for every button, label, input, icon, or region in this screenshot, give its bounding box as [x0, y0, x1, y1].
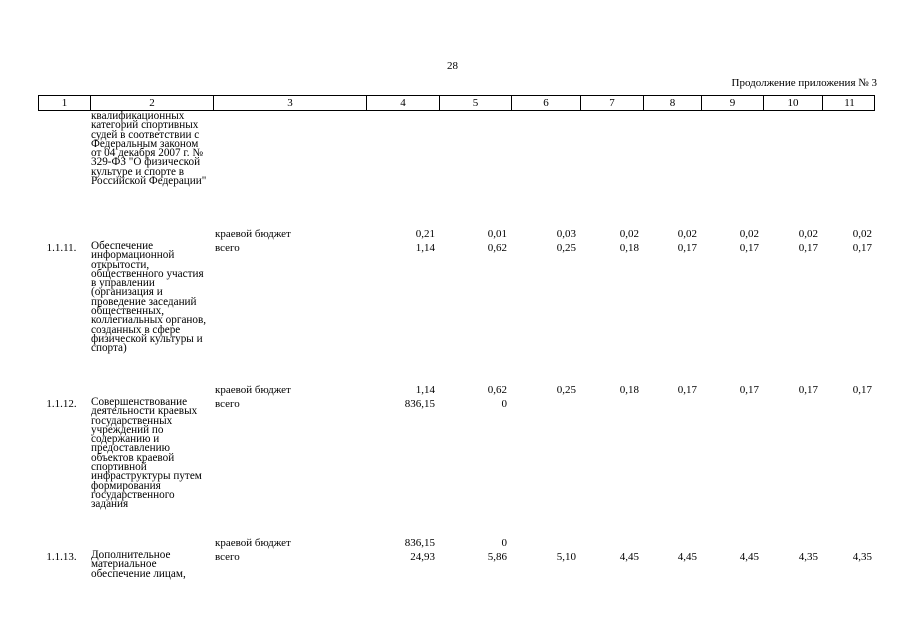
row-value: 0,02	[852, 228, 872, 240]
header-col-5: 5	[439, 96, 511, 110]
table-row: 1.1.13. Дополнительное материальное обес…	[38, 549, 875, 591]
row-value: 0,03	[556, 228, 576, 240]
row-value: 0,18	[619, 242, 639, 254]
header-col-1: 1	[61, 97, 68, 109]
row-source: краевой бюджет	[215, 384, 291, 396]
row-value: 0,01	[487, 228, 507, 240]
row-source: всего	[215, 551, 240, 563]
table-row: 1.1.12. Совершенствование деятельности к…	[38, 396, 875, 537]
table-body: квалификационных категорий спортивных су…	[38, 110, 875, 591]
row-value: 0,62	[487, 242, 507, 254]
row-name: Совершенствование деятельности краевых г…	[91, 396, 202, 511]
row-value: 0,17	[852, 384, 872, 396]
row-value: 24,93	[410, 551, 435, 563]
table-row: 1.1.11. Обеспечение информационной откры…	[38, 240, 875, 384]
row-value: 4,45	[677, 551, 697, 563]
row-value: 0,17	[739, 384, 759, 396]
header-col-2: 2	[90, 96, 213, 110]
header-col-9: 9	[701, 96, 763, 110]
row-value: 4,35	[798, 551, 818, 563]
continuation-label: Продолжение приложения № 3	[731, 77, 877, 89]
row-value: 1,14	[415, 242, 435, 254]
row-value: 0,17	[798, 384, 818, 396]
row-value: 0,02	[619, 228, 639, 240]
row-source: краевой бюджет	[215, 228, 291, 240]
row-value: 0,18	[619, 384, 639, 396]
row-value: 0,62	[487, 384, 507, 396]
row-value: 0,02	[677, 228, 697, 240]
header-col-7: 7	[580, 96, 643, 110]
header-col-3: 3	[213, 96, 366, 110]
row-code: 1.1.12.	[46, 398, 77, 410]
row-value: 0,17	[852, 242, 872, 254]
row-value: 0	[501, 398, 508, 410]
row-source: всего	[215, 398, 240, 410]
row-value: 1,14	[415, 384, 435, 396]
table-row: краевой бюджет 0,21 0,01 0,03 0,02 0,02 …	[38, 228, 875, 242]
row-value: 0,25	[556, 242, 576, 254]
row-value: 0,17	[677, 242, 697, 254]
table-row: краевой бюджет 1,14 0,62 0,25 0,18 0,17 …	[38, 384, 875, 398]
row-source: всего	[215, 242, 240, 254]
table-row: квалификационных категорий спортивных су…	[38, 110, 875, 228]
row-value: 0,02	[798, 228, 818, 240]
row-value: 0,21	[415, 228, 435, 240]
header-col-11: 11	[822, 96, 876, 110]
row-value: 0,25	[556, 384, 576, 396]
table-row: краевой бюджет 836,15 0	[38, 537, 875, 551]
row-value: 4,35	[852, 551, 872, 563]
row-value: 836,15	[404, 398, 435, 410]
row-value: 4,45	[739, 551, 759, 563]
row-name: квалификационных категорий спортивных су…	[91, 110, 207, 188]
header-col-10: 10	[763, 96, 822, 110]
row-code: 1.1.13.	[46, 551, 77, 563]
row-value: 5,10	[556, 551, 576, 563]
header-col-6: 6	[511, 96, 580, 110]
row-value: 0,02	[739, 228, 759, 240]
row-name: Обеспечение информационной открытости, о…	[91, 240, 207, 355]
table-header: 1 2 3 4 5 6 7 8 9 10 11	[38, 95, 875, 111]
row-value: 0,17	[798, 242, 818, 254]
header-col-4: 4	[366, 96, 439, 110]
row-value: 0,17	[739, 242, 759, 254]
row-value: 0,17	[677, 384, 697, 396]
row-source: краевой бюджет	[215, 537, 291, 549]
row-code: 1.1.11.	[46, 242, 77, 254]
header-col-8: 8	[643, 96, 701, 110]
row-value: 5,86	[487, 551, 507, 563]
row-value: 4,45	[619, 551, 639, 563]
row-value: 0	[501, 537, 508, 549]
row-value: 836,15	[404, 537, 435, 549]
row-name: Дополнительное материальное обеспечение …	[91, 549, 186, 580]
page-number: 28	[447, 60, 458, 72]
